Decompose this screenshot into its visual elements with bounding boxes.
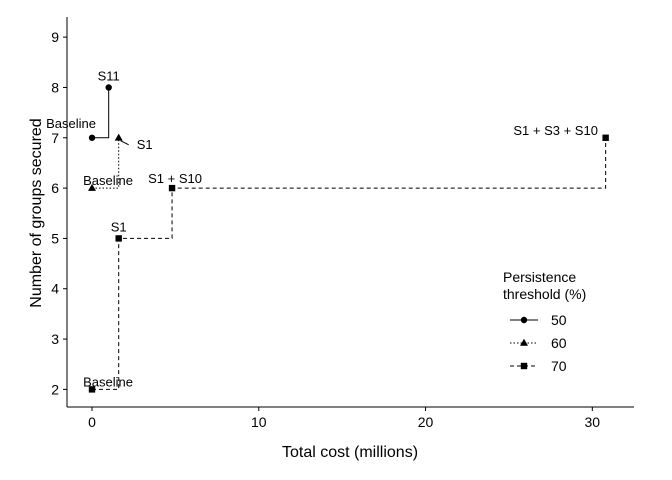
label-leader-line xyxy=(120,140,129,146)
point-label: S1 xyxy=(137,137,153,152)
point-label: S1 xyxy=(111,219,127,234)
y-tick-label: 8 xyxy=(51,79,59,95)
y-tick-label: 5 xyxy=(51,230,59,246)
data-point-square xyxy=(115,235,122,242)
point-annotations: Baseline S11 Baseline S1 Baseline S1 S1 + S10 S… xyxy=(46,68,598,389)
series-line-50 xyxy=(92,87,110,139)
data-point-circle xyxy=(105,84,112,91)
x-tick-label: 20 xyxy=(418,414,434,430)
y-tick-label: 7 xyxy=(51,130,59,146)
data-point-triangle xyxy=(114,133,123,141)
y-axis-title: Number of groups secured xyxy=(28,118,45,307)
y-tick-label: 2 xyxy=(51,381,59,397)
data-point-square xyxy=(88,386,96,393)
y-tick-label: 9 xyxy=(51,29,59,45)
legend-key-circle xyxy=(520,316,528,324)
point-label: S1 + S3 + S10 xyxy=(513,123,598,138)
legend-label: 50 xyxy=(551,312,567,328)
x-tick-label: 10 xyxy=(251,414,267,430)
point-label: Baseline xyxy=(83,173,133,188)
series-line-60 xyxy=(92,137,120,189)
axes: 0 10 20 30 2 3 4 5 6 7 8 9 xyxy=(51,17,634,430)
point-label: Baseline xyxy=(83,374,133,389)
legend-label: 70 xyxy=(551,358,567,374)
legend-key-triangle xyxy=(520,338,528,346)
data-point-triangle xyxy=(88,183,97,191)
y-tick-label: 6 xyxy=(51,180,59,196)
data-point-square xyxy=(602,134,609,141)
data-point-circle xyxy=(88,134,96,141)
legend-title: threshold (%) xyxy=(503,286,586,302)
legend-key-square xyxy=(520,362,528,370)
x-tick-label: 30 xyxy=(585,414,601,430)
data-point-square xyxy=(168,184,176,192)
x-axis-title: Total cost (millions) xyxy=(282,444,418,461)
series-line-70 xyxy=(92,137,607,390)
point-label: S1 + S10 xyxy=(148,171,202,186)
point-label: S11 xyxy=(98,68,120,83)
x-tick-label: 0 xyxy=(88,414,96,430)
y-tick-label: 4 xyxy=(51,281,59,297)
plot-area xyxy=(88,84,609,393)
legend-title: Persistence xyxy=(503,269,576,285)
point-label: Baseline xyxy=(46,116,96,131)
y-tick-label: 3 xyxy=(51,331,59,347)
legend-label: 60 xyxy=(551,335,567,351)
